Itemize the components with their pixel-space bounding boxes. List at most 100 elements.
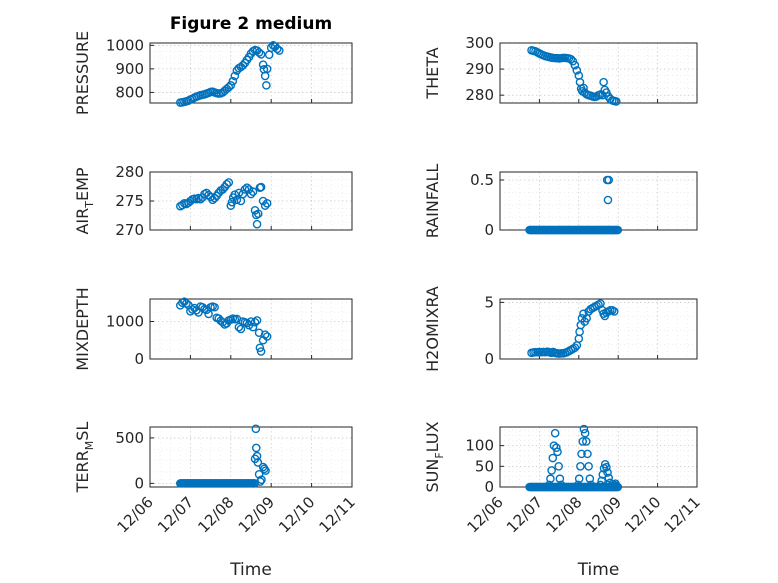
y-tick-label: 275 [115,192,144,210]
x-tick-label: 12/08 [542,493,585,536]
data-point [602,462,611,472]
y-tick-label: 5 [484,293,494,311]
data-point [224,178,234,187]
data-point [586,480,596,490]
data-point [599,77,608,87]
data-point [218,185,228,194]
data-point [253,458,263,467]
data-point [585,474,595,484]
data-point [612,481,621,491]
data-point [604,473,614,483]
axes-border [149,42,353,104]
subplot-h2omixra: 0 5 H2OMIXRA [423,286,698,372]
y-tick-label: 280 [465,86,494,104]
data-series [527,299,619,358]
data-point [603,195,613,205]
subplot-pressure: 800 900 1000 PRESSURE [73,31,353,115]
axes-frame [149,42,353,104]
x-tick-label: 12/09 [235,493,278,536]
data-point [597,476,606,486]
data-point [596,480,605,490]
x-axis-label: Time [577,560,620,580]
y-tick-label: 0 [134,350,144,368]
data-point [261,466,270,475]
data-point [584,462,593,471]
axes-border [149,171,353,231]
data-point [246,189,256,199]
data-point [227,197,237,207]
data-point [556,480,566,490]
data-point [210,302,219,312]
data-point [253,209,263,219]
data-point [272,44,282,54]
data-point [260,464,269,474]
data-point [230,71,240,81]
data-point [583,449,592,459]
data-series [525,424,623,492]
data-point [256,347,266,356]
data-series [527,46,621,106]
y-tick-label: 300 [465,34,494,52]
axes-border [499,42,698,104]
data-point [579,424,589,434]
data-point [254,48,264,57]
data-point [248,322,258,332]
data-point [210,193,219,203]
x-tick-label: 12/10 [275,493,318,536]
y-tick-label: 0 [484,478,494,496]
y-tick-label: 0 [484,221,494,239]
data-point [576,462,585,471]
data-point [246,317,256,326]
data-point [222,179,232,189]
data-point [552,443,561,452]
y-tick-label: 800 [115,83,144,101]
data-point [266,43,276,53]
data-point [256,182,266,192]
x-tick-label: 12/07 [503,493,546,536]
data-point [238,61,248,70]
y-tick-label: 100 [465,437,494,455]
x-tick-label: 12/07 [154,493,197,536]
data-point [553,447,562,457]
data-point [260,330,270,339]
data-point [256,49,266,59]
data-point [566,54,576,64]
data-point [242,183,252,192]
data-point [238,189,248,199]
y-axis-label: MIXDEPTH [73,287,92,370]
data-point [226,81,236,90]
data-point [572,66,582,75]
data-point [546,474,555,484]
data-point [262,81,271,90]
x-tick-label: 12/11 [661,493,704,536]
data-point [196,194,205,204]
data-point [251,443,261,453]
x-axis-label: Time [229,560,272,580]
data-point [182,299,191,308]
data-point [603,468,612,477]
data-point [570,343,580,352]
y-tick-label: 270 [115,221,144,239]
data-point [611,97,621,106]
subplot-air-temp: 270 275 280 AIRTEMP [73,163,353,239]
data-series [525,175,623,235]
y-tick-label: 50 [475,457,494,475]
axes-border [149,298,353,360]
data-series [175,424,270,488]
x-tick-label: 12/06 [464,493,507,536]
data-point [252,451,262,461]
data-point [252,316,262,325]
data-point [250,479,259,488]
data-point [240,185,250,194]
y-tick-label: 900 [115,60,144,78]
figure-title: Figure 2 medium [170,14,332,34]
data-point [224,82,234,92]
y-axis-label: THETA [423,47,442,99]
data-point [260,201,270,210]
data-point [248,187,258,197]
data-point [578,437,588,446]
data-point [262,64,272,74]
y-axis-label: PRESSURE [73,31,92,115]
